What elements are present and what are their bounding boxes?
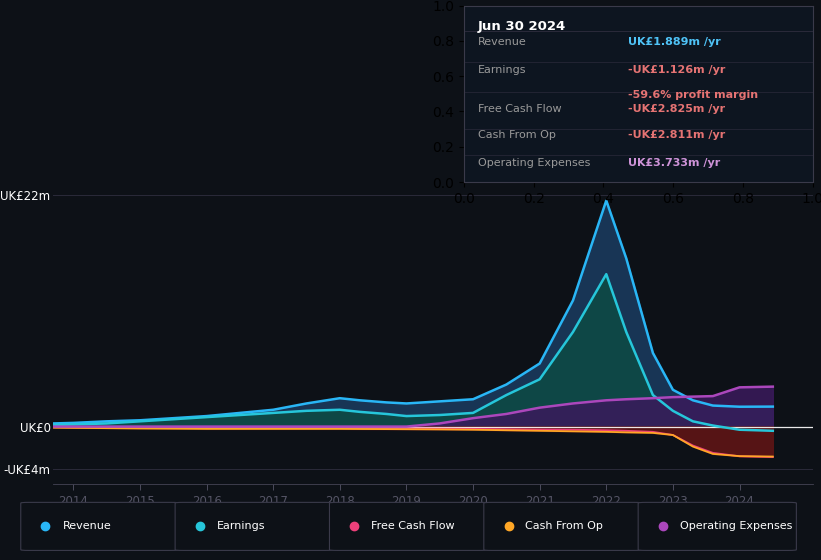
FancyBboxPatch shape [638, 502, 796, 550]
Text: Free Cash Flow: Free Cash Flow [478, 104, 562, 114]
Text: Jun 30 2024: Jun 30 2024 [478, 20, 566, 32]
Text: UK£3.733m /yr: UK£3.733m /yr [628, 158, 720, 168]
Text: Cash From Op: Cash From Op [525, 521, 603, 531]
FancyBboxPatch shape [329, 502, 488, 550]
Text: Cash From Op: Cash From Op [478, 130, 556, 140]
Text: Operating Expenses: Operating Expenses [680, 521, 792, 531]
Text: Operating Expenses: Operating Expenses [478, 158, 590, 168]
Text: Earnings: Earnings [217, 521, 265, 531]
FancyBboxPatch shape [175, 502, 333, 550]
Text: Revenue: Revenue [62, 521, 111, 531]
Text: Earnings: Earnings [478, 65, 526, 74]
Text: UK£1.889m /yr: UK£1.889m /yr [628, 38, 721, 48]
Text: -UK£2.825m /yr: -UK£2.825m /yr [628, 104, 725, 114]
Text: -UK£2.811m /yr: -UK£2.811m /yr [628, 130, 725, 140]
Text: Free Cash Flow: Free Cash Flow [371, 521, 455, 531]
Text: -59.6% profit margin: -59.6% profit margin [628, 90, 758, 100]
Text: -UK£1.126m /yr: -UK£1.126m /yr [628, 65, 725, 74]
Text: Revenue: Revenue [478, 38, 526, 48]
FancyBboxPatch shape [21, 502, 179, 550]
FancyBboxPatch shape [484, 502, 642, 550]
